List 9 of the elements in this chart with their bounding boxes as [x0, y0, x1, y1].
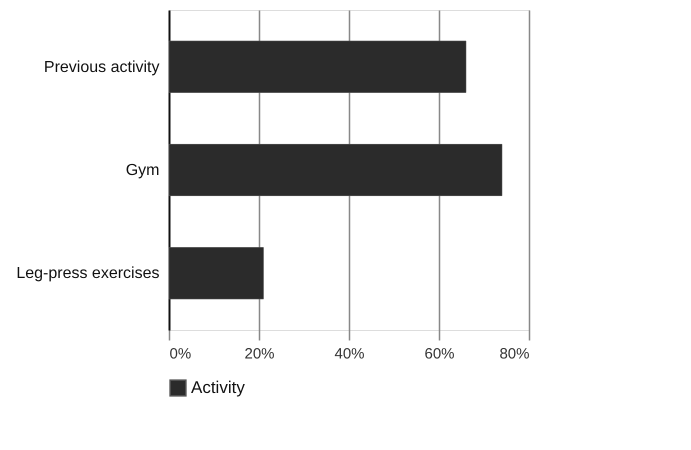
legend-label: Activity [191, 378, 246, 397]
x-tick-label: 20% [244, 346, 275, 362]
x-tick-label: 80% [499, 346, 530, 362]
y-tick-label: Previous activity [44, 58, 160, 76]
y-tick-label: Gym [126, 162, 160, 179]
y-tick-label: Leg-press exercises [16, 265, 160, 282]
x-tick-label: 0% [170, 346, 192, 362]
x-tick-label: 60% [424, 346, 455, 362]
x-tick-label: 40% [334, 346, 365, 362]
